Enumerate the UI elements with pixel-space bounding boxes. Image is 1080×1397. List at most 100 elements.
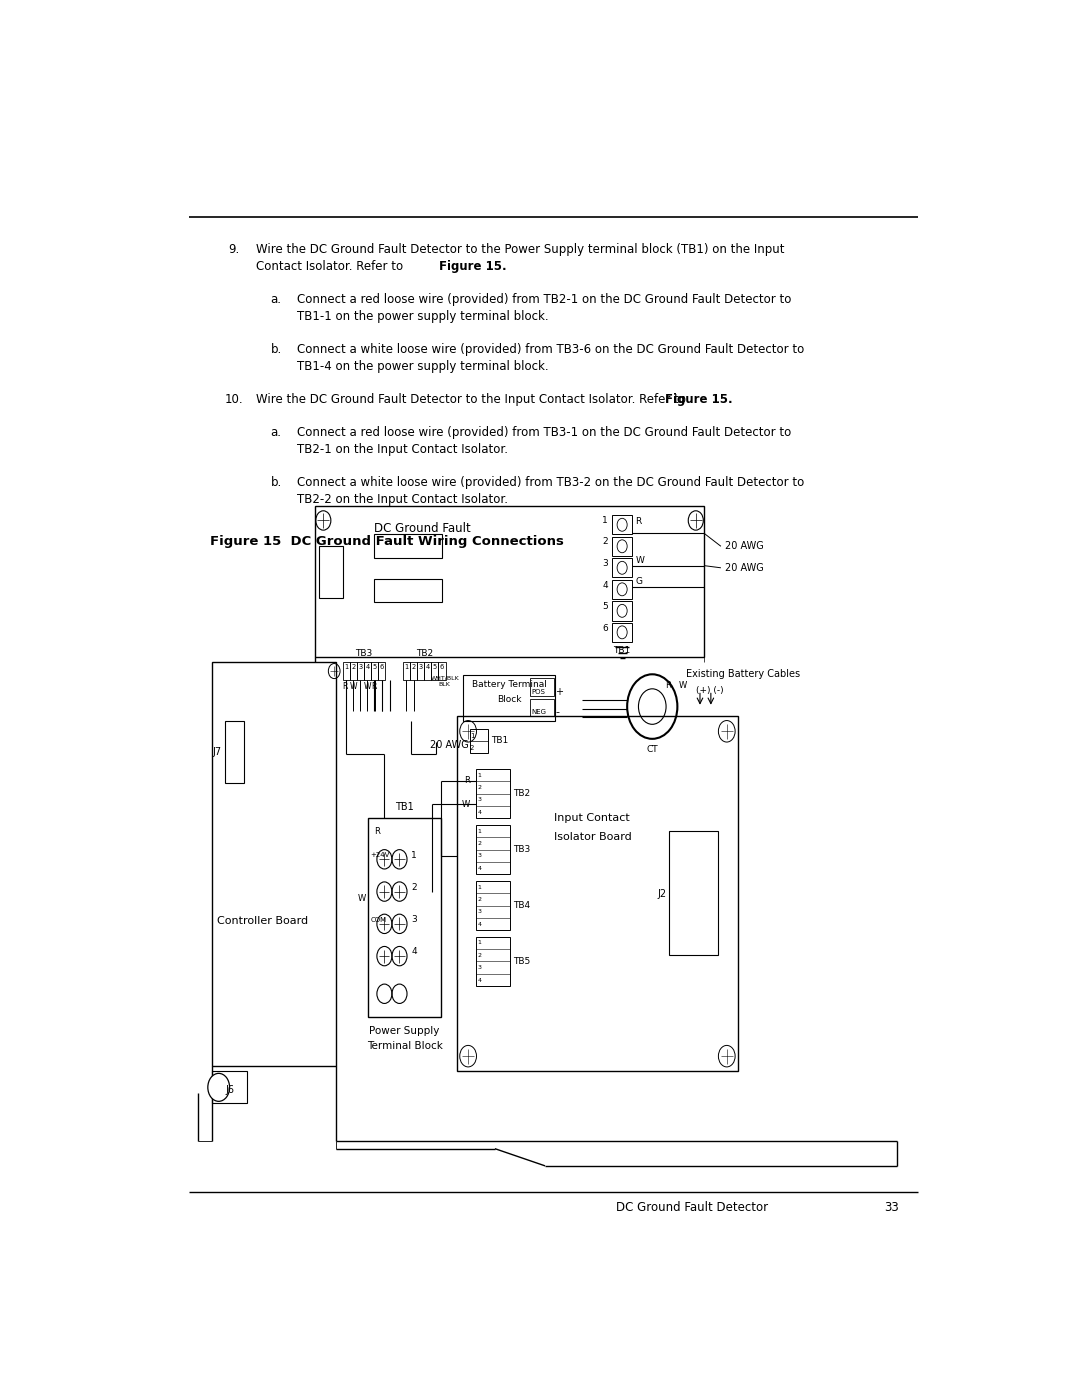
Text: 1: 1 bbox=[404, 664, 408, 669]
Text: 1: 1 bbox=[411, 851, 417, 859]
Text: -: - bbox=[555, 707, 559, 718]
Text: 9.: 9. bbox=[229, 243, 240, 256]
Bar bbox=[212, 662, 336, 1066]
Text: 3: 3 bbox=[477, 909, 482, 914]
Text: Terminal Block: Terminal Block bbox=[366, 1041, 443, 1051]
Bar bbox=[476, 882, 510, 930]
Text: b.: b. bbox=[271, 344, 282, 356]
Text: R: R bbox=[635, 517, 642, 527]
Text: 3: 3 bbox=[477, 798, 482, 802]
Text: Battery Terminal: Battery Terminal bbox=[472, 680, 546, 689]
Text: G: G bbox=[635, 577, 643, 587]
Circle shape bbox=[207, 1073, 230, 1101]
Bar bbox=[476, 768, 510, 819]
Bar bbox=[476, 824, 510, 875]
Bar bbox=[612, 601, 632, 620]
Text: W: W bbox=[635, 556, 645, 564]
Text: R: R bbox=[464, 777, 470, 785]
Text: 2: 2 bbox=[477, 785, 482, 791]
Text: Figure 15  DC Ground Fault Wiring Connections: Figure 15 DC Ground Fault Wiring Connect… bbox=[211, 535, 564, 548]
Bar bbox=[530, 698, 554, 717]
Text: 2: 2 bbox=[477, 841, 482, 847]
Text: 4: 4 bbox=[365, 664, 369, 669]
Text: Power Supply: Power Supply bbox=[369, 1025, 440, 1037]
Bar bbox=[356, 662, 364, 680]
Text: DC Ground Fault Detector: DC Ground Fault Detector bbox=[617, 1201, 768, 1214]
Bar bbox=[612, 623, 632, 643]
Text: 4: 4 bbox=[426, 664, 430, 669]
Text: TB2-1 on the Input Contact Isolator.: TB2-1 on the Input Contact Isolator. bbox=[297, 443, 508, 455]
Bar bbox=[463, 675, 555, 721]
Text: W: W bbox=[364, 682, 372, 692]
Bar bbox=[226, 721, 244, 782]
Text: NEG: NEG bbox=[531, 710, 546, 715]
Text: 1: 1 bbox=[603, 515, 608, 525]
Text: 5: 5 bbox=[373, 664, 377, 669]
Bar bbox=[378, 662, 386, 680]
Text: 1: 1 bbox=[477, 884, 482, 890]
Text: J7: J7 bbox=[213, 747, 222, 757]
Text: 2: 2 bbox=[477, 953, 482, 958]
Text: Controller Board: Controller Board bbox=[217, 915, 308, 926]
Text: TB1: TB1 bbox=[395, 802, 414, 812]
Text: 1: 1 bbox=[477, 940, 482, 946]
Text: Isolator Board: Isolator Board bbox=[554, 833, 631, 842]
Text: 1: 1 bbox=[477, 773, 482, 778]
Text: TB3: TB3 bbox=[513, 845, 530, 854]
Text: Block: Block bbox=[497, 694, 522, 704]
Text: TB5: TB5 bbox=[513, 957, 530, 965]
Text: b.: b. bbox=[271, 476, 282, 489]
Text: Connect a white loose wire (provided) from TB3-6 on the DC Ground Fault Detector: Connect a white loose wire (provided) fr… bbox=[297, 344, 804, 356]
Text: 2: 2 bbox=[351, 664, 355, 669]
Bar bbox=[476, 937, 510, 986]
Text: (+) (-): (+) (-) bbox=[696, 686, 724, 696]
Text: 4: 4 bbox=[603, 581, 608, 590]
Text: 2: 2 bbox=[603, 538, 608, 546]
Bar bbox=[374, 535, 442, 559]
Text: 20 AWG: 20 AWG bbox=[725, 541, 764, 552]
Text: TB4: TB4 bbox=[513, 901, 530, 909]
Text: TB1: TB1 bbox=[491, 736, 509, 746]
Text: 2: 2 bbox=[411, 883, 417, 891]
Bar bbox=[364, 662, 372, 680]
Bar bbox=[431, 662, 438, 680]
Bar bbox=[403, 662, 410, 680]
Text: 2: 2 bbox=[477, 897, 482, 902]
Text: 4: 4 bbox=[477, 866, 482, 870]
Text: Connect a red loose wire (provided) from TB2-1 on the DC Ground Fault Detector t: Connect a red loose wire (provided) from… bbox=[297, 293, 791, 306]
Text: 20 AWG: 20 AWG bbox=[725, 563, 764, 573]
Text: 3: 3 bbox=[477, 854, 482, 858]
Text: 3: 3 bbox=[419, 664, 422, 669]
Text: Input Contact: Input Contact bbox=[554, 813, 630, 823]
Text: TB3: TB3 bbox=[355, 650, 373, 658]
Bar bbox=[374, 578, 442, 602]
Text: 2: 2 bbox=[411, 664, 416, 669]
Text: 1: 1 bbox=[470, 733, 474, 739]
Text: Existing Battery Cables: Existing Battery Cables bbox=[686, 669, 800, 679]
Bar bbox=[372, 662, 378, 680]
Text: DC Ground Fault: DC Ground Fault bbox=[374, 521, 470, 535]
Text: TB2: TB2 bbox=[416, 650, 433, 658]
Bar bbox=[438, 662, 446, 680]
Text: CT: CT bbox=[647, 745, 658, 754]
Text: 4: 4 bbox=[411, 947, 417, 957]
Text: Wire the DC Ground Fault Detector to the Input Contact Isolator. Refer to: Wire the DC Ground Fault Detector to the… bbox=[256, 393, 690, 407]
Text: TB1-4 on the power supply terminal block.: TB1-4 on the power supply terminal block… bbox=[297, 359, 549, 373]
Text: 4: 4 bbox=[477, 810, 482, 814]
Bar bbox=[457, 717, 738, 1071]
Text: R: R bbox=[375, 827, 380, 835]
Text: 10.: 10. bbox=[225, 393, 243, 407]
Bar bbox=[350, 662, 356, 680]
Text: 6: 6 bbox=[440, 664, 444, 669]
Text: TB2: TB2 bbox=[513, 789, 530, 798]
Text: 20 AWG: 20 AWG bbox=[430, 740, 469, 750]
Text: R: R bbox=[372, 682, 377, 692]
Text: +24V: +24V bbox=[370, 852, 390, 858]
Text: 4: 4 bbox=[477, 978, 482, 982]
Text: COM: COM bbox=[370, 916, 387, 922]
Text: W: W bbox=[350, 682, 357, 692]
Text: a.: a. bbox=[271, 426, 282, 439]
Text: W: W bbox=[461, 800, 470, 809]
Text: POS: POS bbox=[531, 689, 545, 696]
Text: 4: 4 bbox=[477, 922, 482, 926]
